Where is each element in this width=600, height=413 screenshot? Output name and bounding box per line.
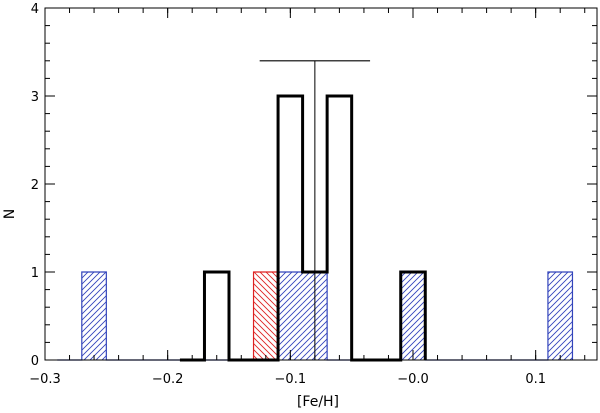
blue-hatched-bar xyxy=(81,272,107,360)
y-tick-label: 1 xyxy=(31,266,39,281)
y-tick-label: 3 xyxy=(31,90,39,105)
y-tick-label: 2 xyxy=(31,178,39,193)
x-tick-label: −0.3 xyxy=(29,372,61,387)
x-axis-label: [Fe/H] xyxy=(297,394,339,410)
red-hatched-bar xyxy=(253,272,279,360)
x-tick-label: 0.1 xyxy=(525,372,546,387)
x-tick-label: −0.1 xyxy=(275,372,307,387)
x-tick-label: −0.2 xyxy=(152,372,184,387)
blue-hatched-bar xyxy=(547,272,573,360)
y-axis-label: N xyxy=(2,209,18,219)
y-tick-label: 4 xyxy=(31,2,39,17)
x-tick-label: −0.0 xyxy=(397,372,429,387)
blue-hatched-bar xyxy=(278,272,303,360)
y-tick-label: 0 xyxy=(31,354,39,369)
blue-hatched-bar xyxy=(400,272,426,360)
